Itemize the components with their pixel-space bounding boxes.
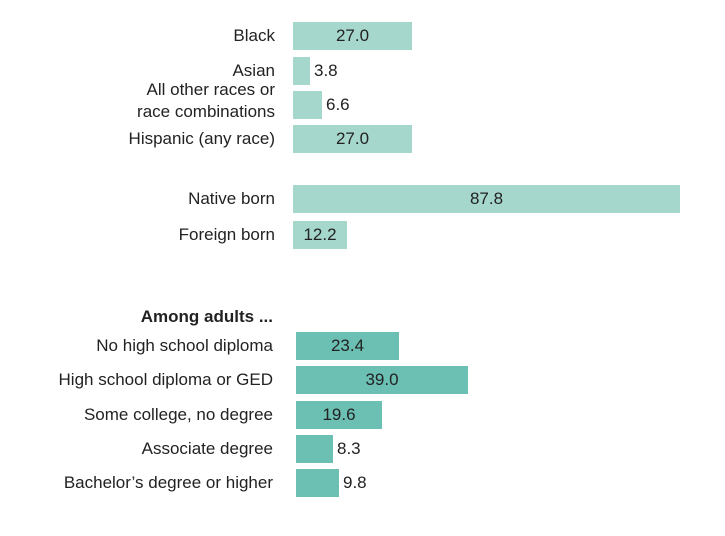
value-label-no-high-school-diploma: 23.4 (330, 336, 365, 355)
value-label-hispanic-any-race: 27.0 (335, 129, 370, 148)
bar-high-school-diploma-or-ged (296, 366, 468, 394)
category-label-asian: Asian (232, 61, 275, 80)
value-label-some-college-no-degree: 19.6 (322, 405, 356, 424)
category-label-bachelor-s-degree-or-higher: Bachelor’s degree or higher (63, 473, 273, 492)
bar-native-born (293, 185, 680, 213)
category-label-associate-degree: Associate degree (141, 439, 273, 458)
category-label-foreign-born: Foreign born (178, 225, 275, 244)
value-label-associate-degree: 8.3 (337, 439, 361, 458)
bar-asian (293, 57, 310, 85)
category-label-all-other-races-or-race-combinations: All other races or race combinations (137, 79, 275, 123)
bar-no-high-school-diploma (296, 332, 399, 360)
category-label-high-school-diploma-or-ged: High school diploma or GED (58, 370, 273, 389)
category-label-line: All other races or (146, 80, 276, 99)
category-label-line: race combinations (137, 102, 275, 121)
among-adults-heading: Among adults ... (140, 307, 273, 326)
value-label-all-other-races-or-race-combinations: 6.6 (326, 95, 350, 114)
bar-hispanic-any-race (293, 125, 412, 153)
category-label-some-college-no-degree: Some college, no degree (83, 405, 273, 424)
bar-black (293, 22, 412, 50)
bar-all-other-races-or-race-combinations (293, 91, 322, 119)
value-label-black: 27.0 (335, 26, 370, 45)
value-label-high-school-diploma-or-ged: 39.0 (365, 370, 399, 389)
bar-some-college-no-degree (296, 401, 382, 429)
category-label-hispanic-any-race: Hispanic (any race) (128, 129, 275, 148)
value-label-asian: 3.8 (314, 61, 338, 80)
bar-foreign-born (293, 221, 347, 249)
category-label-black: Black (233, 26, 275, 45)
bar-bachelor-s-degree-or-higher (296, 469, 339, 497)
value-label-foreign-born: 12.2 (303, 225, 337, 244)
value-label-bachelor-s-degree-or-higher: 9.8 (343, 473, 367, 492)
category-label-no-high-school-diploma: No high school diploma (96, 336, 273, 355)
category-label-native-born: Native born (188, 189, 275, 208)
value-label-native-born: 87.8 (469, 189, 504, 208)
bar-associate-degree (296, 435, 333, 463)
